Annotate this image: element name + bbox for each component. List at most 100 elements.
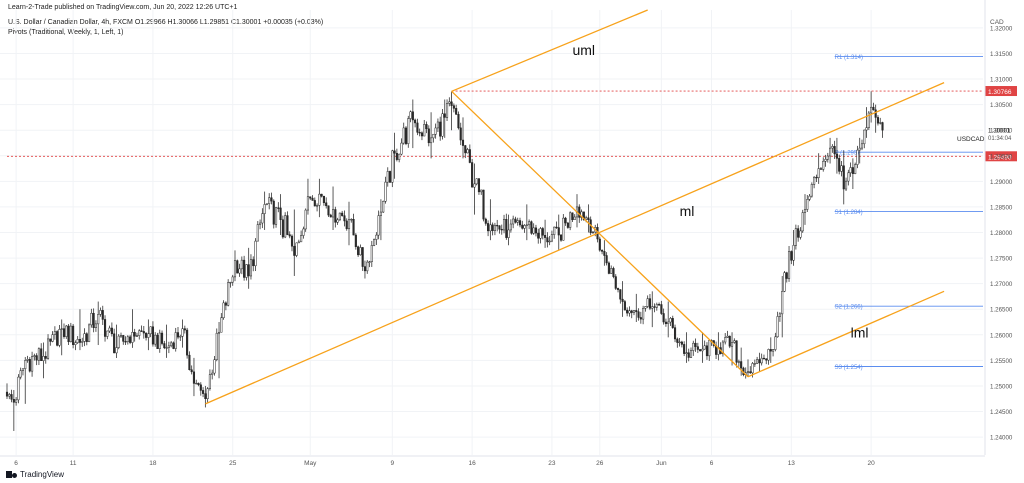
candle-body [147, 333, 150, 338]
x-tick-label: 18 [149, 460, 157, 467]
candle-body [24, 360, 27, 369]
candle-body [819, 168, 823, 170]
candle-body [309, 196, 312, 199]
candle-body [607, 262, 610, 274]
candle-body [676, 338, 679, 343]
candle-body [106, 330, 109, 337]
candle-body [393, 150, 396, 154]
symbol-info[interactable]: U.S. Dollar / Canadian Dollar, 4h, FXCM … [8, 19, 323, 26]
price-flag-label: 1.29490 [988, 154, 1012, 161]
candle-body [548, 240, 551, 243]
candle-body [101, 310, 104, 320]
y-tick-label: 1.25500 [990, 358, 1013, 365]
candle-body [471, 162, 474, 188]
candle-body [425, 124, 428, 130]
candle-body [35, 355, 38, 361]
candle-body [525, 224, 528, 226]
candle-body [129, 336, 132, 343]
candle-body [302, 228, 305, 236]
candle-body [847, 172, 850, 182]
candle-body [851, 167, 854, 174]
candle-body [160, 332, 164, 344]
candle-body [582, 211, 585, 221]
candle-body [601, 249, 604, 252]
ohlc-values: O1.29966 H1.30066 L1.29851 C1.30001 +0.0… [134, 19, 324, 26]
candle-body [605, 255, 608, 264]
candle-body [290, 235, 294, 247]
candle-body [33, 355, 36, 357]
candle-body [808, 195, 811, 200]
candle-body [224, 302, 227, 306]
candle-body [233, 260, 237, 278]
candle-body [51, 334, 54, 342]
candle-body [300, 235, 303, 243]
candle-body [769, 349, 772, 352]
candle-body [612, 268, 615, 277]
candle-body [427, 128, 430, 144]
candle-body [817, 168, 820, 178]
candle-body [331, 209, 335, 218]
candle-body [628, 310, 631, 314]
candle-body [268, 197, 271, 204]
candle-body [555, 226, 558, 229]
x-tick-label: 6 [710, 460, 714, 467]
candle-body [94, 323, 97, 328]
y-tick-label: 1.24500 [990, 409, 1013, 416]
candle-body [416, 122, 419, 133]
candle-body [220, 317, 223, 333]
candle-body [623, 301, 626, 311]
x-tick-label: 16 [469, 460, 477, 467]
candle-body [826, 155, 829, 160]
candle-body [760, 357, 763, 364]
candle-body [366, 261, 369, 272]
candle-body [236, 260, 239, 274]
candle-body [411, 111, 414, 121]
y-tick-label: 1.26500 [990, 307, 1013, 314]
candle-body [313, 200, 316, 207]
candle-body [874, 109, 877, 118]
candle-body [505, 218, 508, 238]
candle-body [516, 220, 519, 223]
candle-body [90, 312, 93, 326]
candle-body [375, 234, 378, 240]
candle-body [699, 349, 702, 352]
candle-body [420, 132, 424, 137]
candle-body [261, 213, 264, 224]
candle-body [455, 108, 458, 115]
candle-body [265, 203, 268, 205]
candle-body [528, 221, 531, 226]
candle-body [213, 359, 216, 374]
tradingview-logo[interactable]: TradingView [6, 470, 64, 479]
candle-body [865, 127, 868, 131]
candle-body [854, 164, 857, 174]
candle-body [872, 106, 875, 111]
candle-body [67, 325, 70, 343]
candle-body [735, 340, 738, 363]
y-tick-label: 1.27000 [990, 281, 1013, 288]
candle-body [151, 326, 154, 345]
y-tick-label: 1.30000 [990, 128, 1013, 135]
trendline-handle [451, 90, 749, 378]
pivots-indicator-label[interactable]: Pivots (Traditional, Weekly, 1, Left, 1) [8, 29, 124, 36]
candle-body [569, 212, 572, 228]
candle-body [849, 167, 852, 174]
price-flag-bg [985, 86, 1017, 97]
candle-body [635, 310, 638, 313]
tradingview-logo-icon [6, 471, 17, 478]
candle-body [867, 112, 870, 128]
candle-body [445, 103, 449, 118]
candle-body [334, 209, 337, 223]
candle-body [774, 336, 777, 350]
candle-body [452, 105, 455, 109]
candle-body [58, 329, 61, 346]
candle-body [737, 361, 740, 363]
trendline-label-ml: ml [680, 203, 695, 219]
y-axis-currency: CAD [990, 19, 1004, 26]
candle-body [306, 196, 310, 211]
candle-body [466, 149, 469, 154]
candle-body [803, 209, 807, 213]
trendlines[interactable]: uml ml lml [205, 9, 945, 405]
candle-body [733, 340, 736, 343]
candle-body [347, 219, 351, 230]
